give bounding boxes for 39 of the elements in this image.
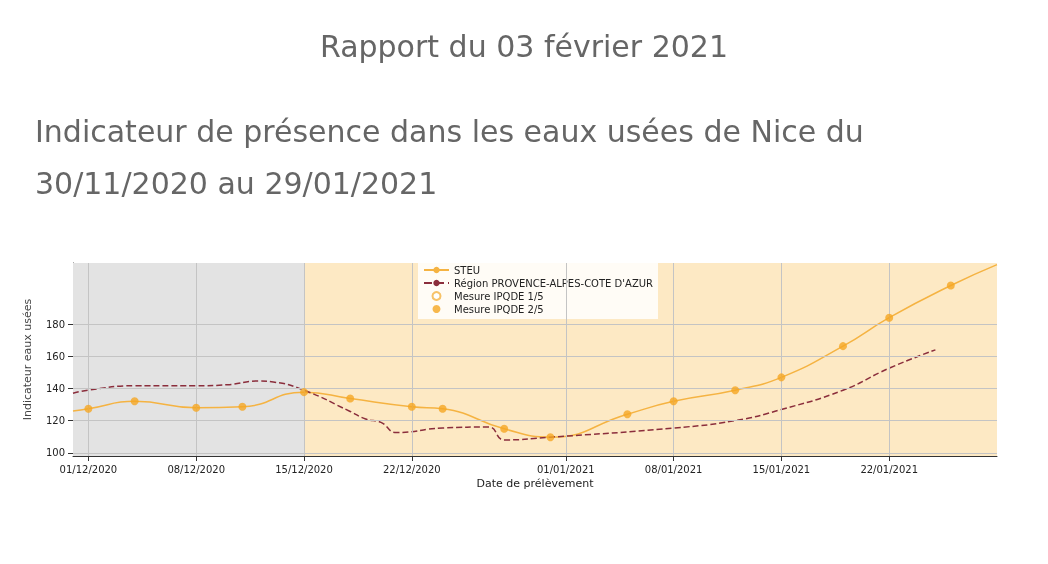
point xyxy=(500,424,509,433)
point xyxy=(84,404,93,413)
point xyxy=(407,402,416,411)
legend-label: STEU xyxy=(454,264,481,276)
point xyxy=(946,281,955,290)
point xyxy=(546,433,555,442)
y-tick-label: 140 xyxy=(45,382,65,394)
y-axis-title: Indicateur eaux usées xyxy=(21,298,34,421)
point xyxy=(669,397,678,406)
x-tick-label: 01/12/2020 xyxy=(59,463,118,475)
x-tick-label: 08/01/2021 xyxy=(644,463,703,475)
x-axis-title: Date de prélèvement xyxy=(476,477,595,490)
point xyxy=(346,394,355,403)
y-tick-label: 160 xyxy=(45,350,65,362)
point xyxy=(885,313,894,322)
legend-label: Mesure IPQDE 2/5 xyxy=(454,303,544,315)
point xyxy=(731,386,740,395)
x-tick-label: 08/12/2020 xyxy=(167,463,226,475)
point xyxy=(777,373,786,382)
line-series xyxy=(72,349,937,441)
x-tick-label: 01/01/2021 xyxy=(536,463,595,475)
y-tick-label: 180 xyxy=(45,318,65,330)
point xyxy=(300,388,308,397)
point xyxy=(839,342,847,351)
point xyxy=(192,403,201,412)
point xyxy=(438,404,447,413)
x-tick-label: 15/12/2020 xyxy=(275,463,333,475)
x-tick-label: 22/01/2021 xyxy=(860,463,919,475)
chart-subtitle: Indicateur de présence dans les eaux usées de Nice du 30/11/2020 au 29/01/2021 xyxy=(35,113,874,201)
y-tick-label: 120 xyxy=(45,415,65,427)
chart-title: Rapport du 03 février 2021 xyxy=(319,28,729,64)
y-tick-label: 100 xyxy=(45,447,65,459)
point xyxy=(130,397,139,406)
x-tick-label: 22/12/2020 xyxy=(382,463,441,475)
point xyxy=(623,410,632,419)
legend-label: Mesure IPQDE 1/5 xyxy=(454,290,544,302)
legend-label: Région PROVENCE-ALPES-COTE D'AZUR xyxy=(454,277,654,289)
point xyxy=(238,402,247,411)
x-tick-label: 15/01/2021 xyxy=(752,463,811,475)
